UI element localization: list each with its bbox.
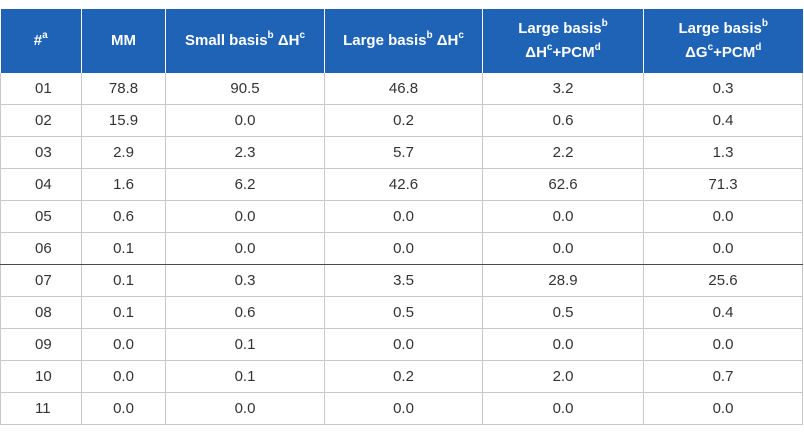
cell-large-basis-dh-pcm: 2.0: [482, 360, 644, 393]
cell-large-basis-dh: 0.2: [324, 360, 483, 393]
cell-large-basis-dh-pcm: 0.5: [482, 296, 644, 329]
table-container: #a MM Small basisb ΔHc Large basisb ΔHc …: [0, 9, 803, 425]
cell-large-basis-dh: 0.0: [324, 200, 483, 233]
table-row: 02 15.9 0.0 0.2 0.6 0.4: [0, 104, 803, 137]
cell-large-basis-dh-pcm: 0.0: [482, 200, 644, 233]
cell-large-basis-dh-pcm: 28.9: [482, 264, 644, 297]
cell-large-basis-dg-pcm: 0.4: [643, 296, 803, 329]
cell-number: 02: [0, 104, 82, 137]
header-mm: MM: [81, 9, 166, 73]
header-large-basis-dg-pcm: Large basisb ΔGc+PCMd: [643, 9, 803, 73]
table-row: 09 0.0 0.1 0.0 0.0 0.0: [0, 328, 803, 361]
cell-large-basis-dg-pcm: 0.4: [643, 104, 803, 137]
cell-large-basis-dh: 0.2: [324, 104, 483, 137]
cell-large-basis-dh-pcm: 3.2: [482, 73, 644, 105]
table-row: 07 0.1 0.3 3.5 28.9 25.6: [0, 264, 803, 297]
cell-number: 05: [0, 200, 82, 233]
cell-large-basis-dh: 42.6: [324, 168, 483, 201]
cell-small-basis-dh: 6.2: [165, 168, 325, 201]
cell-small-basis-dh: 0.1: [165, 328, 325, 361]
cell-large-basis-dg-pcm: 71.3: [643, 168, 803, 201]
cell-number: 09: [0, 328, 82, 361]
cell-large-basis-dg-pcm: 0.0: [643, 328, 803, 361]
cell-large-basis-dh: 0.0: [324, 232, 483, 265]
cell-mm: 0.1: [81, 296, 166, 329]
cell-mm: 0.6: [81, 200, 166, 233]
cell-small-basis-dh: 0.0: [165, 392, 325, 425]
cell-mm: 78.8: [81, 73, 166, 105]
cell-number: 03: [0, 136, 82, 169]
cell-large-basis-dh: 3.5: [324, 264, 483, 297]
cell-number: 04: [0, 168, 82, 201]
table-row: 01 78.8 90.5 46.8 3.2 0.3: [0, 73, 803, 105]
header-small-basis-dh: Small basisb ΔHc: [165, 9, 325, 73]
cell-large-basis-dh: 5.7: [324, 136, 483, 169]
cell-small-basis-dh: 0.0: [165, 200, 325, 233]
header-large-basis-dh-pcm: Large basisb ΔHc+PCMd: [482, 9, 644, 73]
cell-small-basis-dh: 0.0: [165, 232, 325, 265]
cell-large-basis-dh: 0.5: [324, 296, 483, 329]
cell-small-basis-dh: 90.5: [165, 73, 325, 105]
population-table: #a MM Small basisb ΔHc Large basisb ΔHc …: [0, 9, 803, 425]
table-row: 03 2.9 2.3 5.7 2.2 1.3: [0, 136, 803, 169]
table-row: 08 0.1 0.6 0.5 0.5 0.4: [0, 296, 803, 329]
cell-mm: 0.0: [81, 328, 166, 361]
cell-large-basis-dh-pcm: 62.6: [482, 168, 644, 201]
cell-large-basis-dh-pcm: 2.2: [482, 136, 644, 169]
cell-number: 10: [0, 360, 82, 393]
cell-large-basis-dh-pcm: 0.0: [482, 328, 644, 361]
cell-mm: 1.6: [81, 168, 166, 201]
cell-large-basis-dg-pcm: 0.0: [643, 232, 803, 265]
cell-large-basis-dh-pcm: 0.0: [482, 392, 644, 425]
cell-number: 06: [0, 232, 82, 265]
cell-small-basis-dh: 0.1: [165, 360, 325, 393]
header-large-basis-dh: Large basisb ΔHc: [324, 9, 483, 73]
cell-mm: 0.0: [81, 360, 166, 393]
cell-mm: 0.1: [81, 264, 166, 297]
table-row: 06 0.1 0.0 0.0 0.0 0.0: [0, 232, 803, 265]
cell-large-basis-dg-pcm: 0.0: [643, 392, 803, 425]
cell-large-basis-dh: 0.0: [324, 392, 483, 425]
cell-large-basis-dg-pcm: 0.0: [643, 200, 803, 233]
table-row: 05 0.6 0.0 0.0 0.0 0.0: [0, 200, 803, 233]
cell-number: 08: [0, 296, 82, 329]
cell-mm: 2.9: [81, 136, 166, 169]
header-number: #a: [0, 9, 82, 73]
cell-large-basis-dh-pcm: 0.6: [482, 104, 644, 137]
cell-number: 07: [0, 264, 82, 297]
table-body: 01 78.8 90.5 46.8 3.2 0.3 02 15.9 0.0 0.…: [0, 73, 803, 425]
cell-mm: 0.0: [81, 392, 166, 425]
cell-small-basis-dh: 0.3: [165, 264, 325, 297]
cell-number: 01: [0, 73, 82, 105]
cell-large-basis-dh: 0.0: [324, 328, 483, 361]
table-row: 11 0.0 0.0 0.0 0.0 0.0: [0, 392, 803, 425]
cell-large-basis-dg-pcm: 1.3: [643, 136, 803, 169]
cell-small-basis-dh: 2.3: [165, 136, 325, 169]
cell-mm: 15.9: [81, 104, 166, 137]
table-row: 10 0.0 0.1 0.2 2.0 0.7: [0, 360, 803, 393]
cell-large-basis-dh-pcm: 0.0: [482, 232, 644, 265]
cell-large-basis-dg-pcm: 0.3: [643, 73, 803, 105]
cell-large-basis-dg-pcm: 0.7: [643, 360, 803, 393]
cell-large-basis-dh: 46.8: [324, 73, 483, 105]
table-row: 04 1.6 6.2 42.6 62.6 71.3: [0, 168, 803, 201]
table-header: #a MM Small basisb ΔHc Large basisb ΔHc …: [0, 9, 803, 73]
cell-small-basis-dh: 0.0: [165, 104, 325, 137]
cell-mm: 0.1: [81, 232, 166, 265]
cell-number: 11: [0, 392, 82, 425]
cell-large-basis-dg-pcm: 25.6: [643, 264, 803, 297]
header-row: #a MM Small basisb ΔHc Large basisb ΔHc …: [0, 9, 803, 73]
cell-small-basis-dh: 0.6: [165, 296, 325, 329]
